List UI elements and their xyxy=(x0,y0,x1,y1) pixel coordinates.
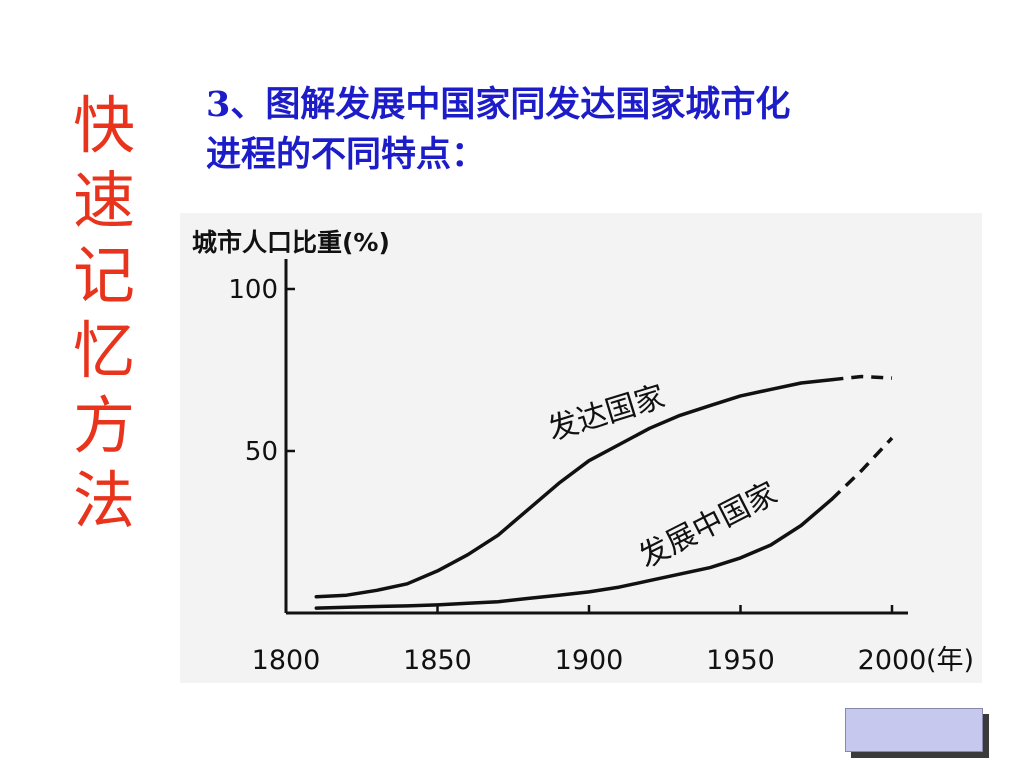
urbanization-chart: 城市人口比重(%) 50 100 1800 1850 1900 1950 2000 (年) 发达国… xyxy=(180,213,982,683)
x-axis-label: (年) xyxy=(926,645,974,676)
series-label: 发达国家 xyxy=(544,379,669,448)
x-tick-label: 1950 xyxy=(706,645,775,676)
heading-line-2: 进程的不同特点： xyxy=(206,134,487,175)
x-tick-label: 1800 xyxy=(252,645,321,676)
slide-heading: 3、图解发展中国家同发达国家城市化 进程的不同特点： xyxy=(206,80,976,180)
chart-svg: 城市人口比重(%) 50 100 1800 1850 1900 1950 2000 (年) 发达国… xyxy=(192,228,974,676)
heading-line-1: 3、图解发展中国家同发达国家城市化 xyxy=(206,84,791,125)
series-line xyxy=(314,377,834,599)
series-label: 发展中国家 xyxy=(633,476,783,575)
side-title-char: 记 xyxy=(72,239,135,312)
y-axis-label: 城市人口比重(%) xyxy=(192,228,390,257)
next-slide-button[interactable] xyxy=(845,708,983,752)
series-projection-line xyxy=(830,436,894,501)
series-projection-line xyxy=(831,374,893,382)
x-tick-label: 1850 xyxy=(403,645,472,676)
x-tick-label: 1900 xyxy=(555,645,624,676)
y-tick-label: 50 xyxy=(245,437,278,467)
side-title-char: 方 xyxy=(72,389,135,462)
side-title-char: 法 xyxy=(72,464,135,537)
side-title-char: 忆 xyxy=(72,314,135,387)
side-title: 快 速 记 忆 方 法 xyxy=(62,88,146,538)
series-line xyxy=(314,497,834,610)
y-tick-label: 100 xyxy=(228,275,278,305)
side-title-char: 速 xyxy=(72,164,135,237)
side-title-char: 快 xyxy=(72,89,135,162)
x-tick-label: 2000 xyxy=(858,645,927,676)
